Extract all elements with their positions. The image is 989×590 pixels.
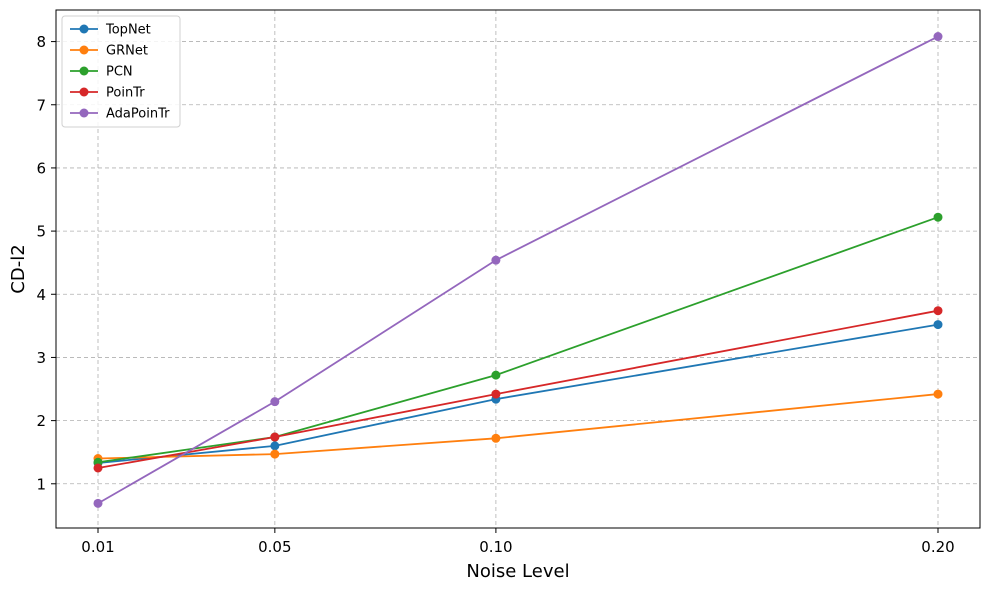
legend-marker [79, 87, 89, 97]
y-tick-label: 1 [36, 475, 46, 493]
data-point-topnet [270, 441, 280, 451]
data-point-pointr [491, 389, 501, 399]
series-pcn [93, 212, 943, 467]
grid [56, 10, 980, 528]
series-lines [93, 32, 943, 508]
y-tick-label: 3 [36, 349, 46, 367]
data-point-pointr [93, 463, 103, 473]
legend-box [61, 15, 181, 128]
data-point-adapointr [270, 397, 280, 407]
data-point-topnet [933, 320, 943, 330]
x-tick-label: 0.05 [258, 538, 291, 556]
data-point-pointr [933, 306, 943, 316]
legend-marker [79, 24, 89, 34]
data-point-adapointr [93, 498, 103, 508]
data-point-pcn [491, 370, 501, 380]
legend-label: TopNet [105, 23, 151, 38]
series-adapointr [93, 32, 943, 508]
axis-ticks: 0.01 0.05 0.10 0.20 1 2 3 4 5 6 7 8 [36, 33, 954, 556]
x-tick-label: 0.20 [921, 538, 954, 556]
x-tick-label: 0.10 [479, 538, 512, 556]
data-point-pointr [270, 432, 280, 442]
y-axis-label: CD-l2 [8, 244, 29, 293]
series-line-topnet [97, 323, 939, 464]
legend-item: GRNet [70, 44, 148, 59]
x-tick-label: 0.01 [81, 538, 114, 556]
data-point-grnet [491, 433, 501, 443]
legend-item: PoinTr [70, 86, 145, 101]
data-point-grnet [270, 449, 280, 459]
series-pointr [93, 306, 943, 473]
legend-label: PoinTr [106, 86, 145, 101]
y-tick-label: 4 [36, 286, 46, 304]
legend-item: TopNet [70, 23, 151, 38]
legend-item: PCN [70, 65, 133, 80]
y-tick-label: 7 [36, 96, 46, 114]
data-point-adapointr [933, 32, 943, 42]
x-axis-label: Noise Level [466, 561, 569, 582]
legend-label: PCN [106, 65, 133, 80]
y-tick-label: 6 [36, 159, 46, 177]
y-tick-label: 5 [36, 223, 46, 241]
legend-label: GRNet [106, 44, 148, 59]
data-point-adapointr [491, 255, 501, 265]
data-point-grnet [933, 389, 943, 399]
series-line-adapointr [97, 35, 939, 505]
legend-marker [79, 45, 89, 55]
series-line-grnet [97, 393, 939, 460]
y-tick-label: 8 [36, 33, 46, 51]
data-point-pcn [933, 212, 943, 222]
legend-item: AdaPoinTr [70, 107, 170, 122]
plot-area-frame [55, 9, 981, 529]
legend-marker [79, 66, 89, 76]
legend: TopNet GRNet PCN PoinTr AdaPoinTr [61, 15, 181, 128]
series-line-pcn [97, 216, 939, 464]
legend-marker [79, 108, 89, 118]
y-tick-label: 2 [36, 412, 46, 430]
legend-label: AdaPoinTr [106, 107, 170, 122]
series-grnet [93, 389, 943, 464]
